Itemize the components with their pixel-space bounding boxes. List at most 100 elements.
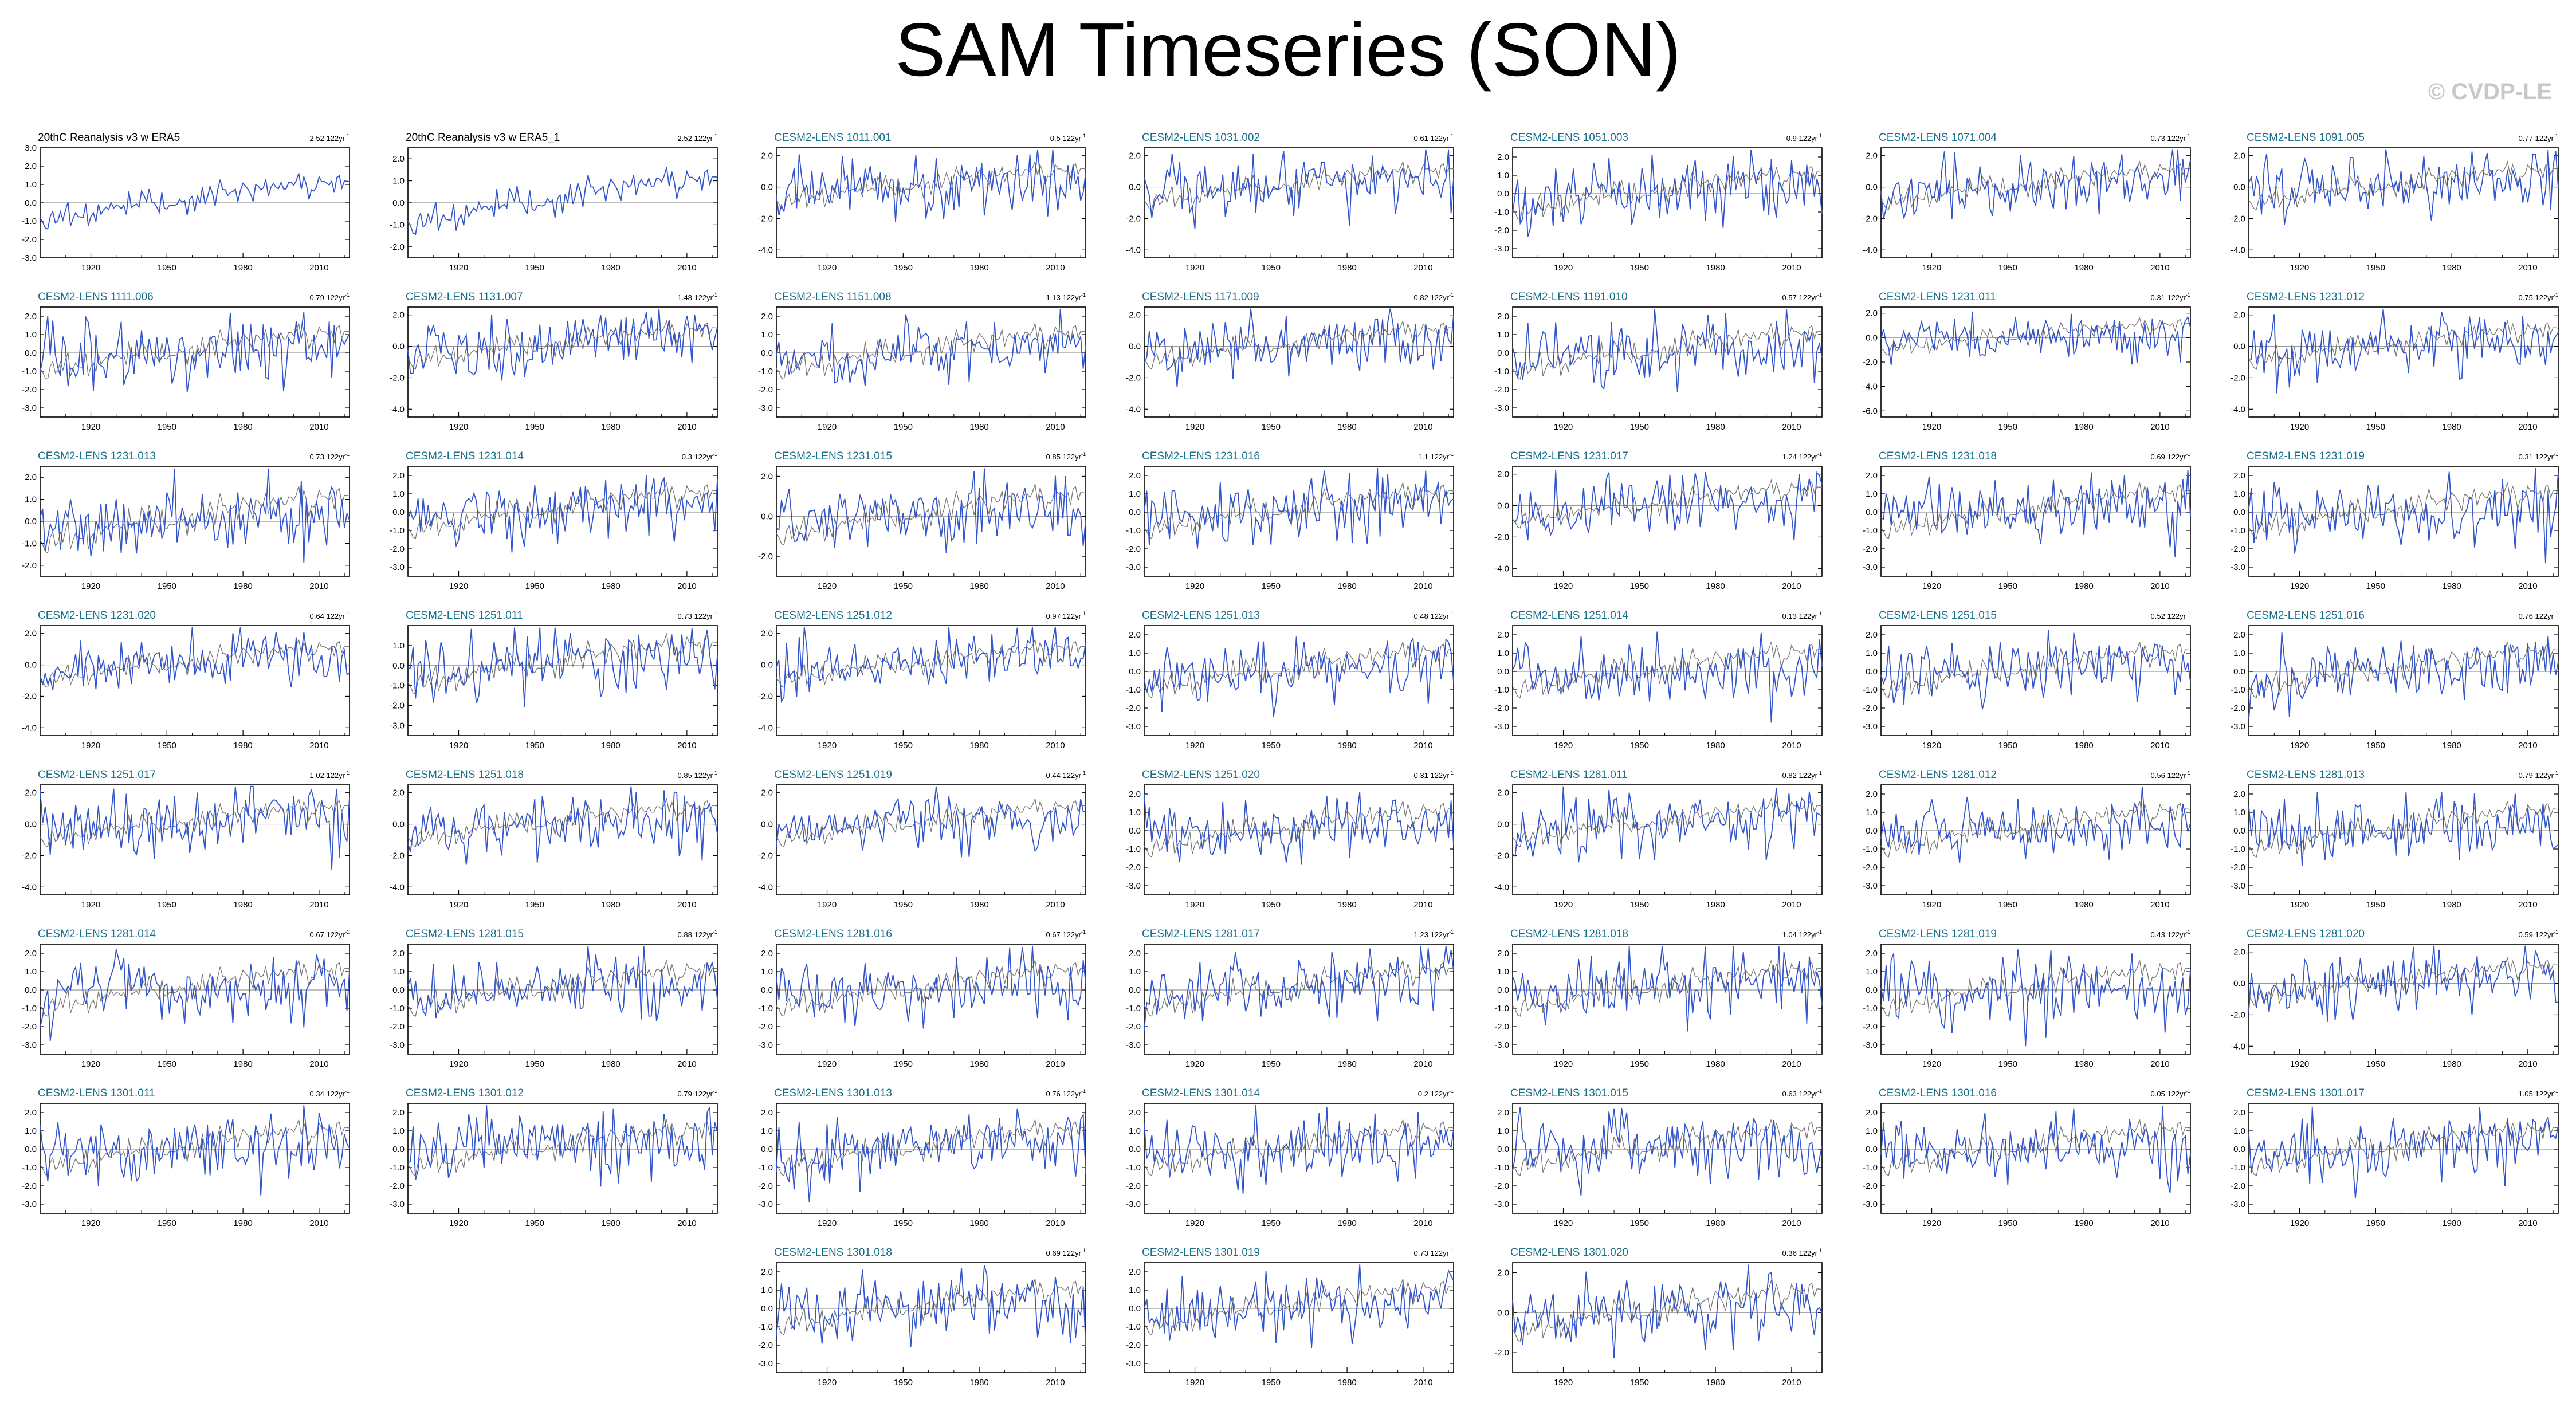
x-tick-label: 2010 [309,1059,328,1069]
panel-chart-0: 20thC Reanalysis v3 w ERA5 2.52 122yr-1 3.… [22,132,350,273]
panel-chart-7: CESM2-LENS 1111.006 0.79 122yr-1 2.0 1.0 0.0… [22,291,350,432]
x-tick-label: 1950 [1262,422,1281,432]
y-tick-label: 1.0 [25,967,37,977]
panel-title: CESM2-LENS 1151.008 [774,291,892,303]
x-tick-label: 1980 [2442,741,2461,750]
panel-chart-32: CESM2-LENS 1281.011 0.82 122yr-1 2.0 0.0 -2.… [1494,769,1823,910]
y-tick-label: 2.0 [1129,471,1141,481]
plot-frame [2248,1103,2559,1214]
panel-10: CESM2-LENS 1171.009 0.82 122yr-1 2.0 0.0 -2.… [1114,283,1481,445]
y-tick-label: 2.0 [1497,1268,1509,1278]
x-tick-label: 2010 [309,422,328,432]
plot-frame [776,944,1086,1055]
y-tick-label: -2.0 [1494,1022,1509,1032]
y-tick-label: 0.0 [1129,342,1141,352]
x-tick-label: 1920 [2290,581,2309,591]
member-series-line [1880,1106,2191,1193]
y-tick-label: -3.0 [22,253,37,263]
y-tick-label: 0.0 [392,342,405,352]
observed-series-line [1512,479,1823,529]
panel-45: CESM2-LENS 1301.014 0.2 122yr-1 2.0 1.0 0.0 -… [1114,1079,1481,1241]
trend-label: 0.61 122yr-1 [1414,133,1454,143]
panel-title: CESM2-LENS 1031.002 [1142,132,1260,144]
x-tick-label: 2010 [1413,1378,1432,1388]
member-series-line [40,1105,350,1196]
panel-chart-34: CESM2-LENS 1281.013 0.79 122yr-1 2.0 1.0 0.0… [2231,769,2559,910]
trend-superscript: -1 [1817,929,1822,935]
x-tick-label: 1950 [1262,1378,1281,1388]
y-tick-label: 2.0 [1866,471,1878,481]
panel-chart-36: CESM2-LENS 1281.015 0.88 122yr-1 2.0 1.0 0.0… [390,928,718,1069]
plot-frame [1512,625,1823,736]
y-tick-label: 0.0 [761,348,773,358]
member-series-line [407,1105,718,1187]
x-tick-label: 1950 [1630,581,1649,591]
panel-13: CESM2-LENS 1231.012 0.75 122yr-1 2.0 0.0 -2.… [2219,283,2576,445]
x-tick-label: 1920 [2290,900,2309,910]
trend-label: 0.36 122yr-1 [1782,1248,1822,1257]
panel-22: CESM2-LENS 1251.011 0.73 122yr-1 1.0 0.0 -1.… [378,602,745,763]
panel-title: CESM2-LENS 1231.013 [38,450,156,462]
y-tick-label: 1.0 [2233,1126,2245,1136]
y-tick-label: 2.0 [761,788,773,798]
member-series-line [1512,309,1823,392]
plot-frame [1144,944,1454,1055]
trend-label: 0.31 122yr-1 [1414,770,1454,780]
y-tick-label: -1.0 [1126,1004,1141,1013]
panel-7: CESM2-LENS 1111.006 0.79 122yr-1 2.0 1.0 0.0… [10,283,377,445]
y-tick-label: 2.0 [1129,1267,1141,1277]
trend-label: 0.76 122yr-1 [2519,611,2558,620]
panel-36: CESM2-LENS 1281.015 0.88 122yr-1 2.0 1.0 0.0… [378,920,745,1082]
y-tick-label: -2.0 [390,242,405,252]
y-tick-label: 0.0 [761,1145,773,1154]
observed-series-line [2248,320,2559,370]
trend-label: 0.5 122yr-1 [1050,133,1086,143]
member-series-line [776,1108,1086,1202]
x-tick-label: 2010 [1782,900,1801,910]
observed-series-line [407,482,718,539]
x-tick-label: 1920 [81,581,100,591]
y-tick-label: 1.0 [392,641,405,651]
x-tick-label: 2010 [1046,1059,1065,1069]
panel-33: CESM2-LENS 1281.012 0.56 122yr-1 2.0 1.0 0.0… [1851,761,2218,922]
y-tick-label: -4.0 [758,245,773,255]
panel-26: CESM2-LENS 1251.015 0.52 122yr-1 2.0 1.0 0.0… [1851,602,2218,763]
panel-title: 20thC Reanalysis v3 w ERA5 [38,132,180,144]
panel-chart-20: CESM2-LENS 1231.019 0.31 122yr-1 2.0 1.0 0.0… [2231,450,2559,591]
panel-23: CESM2-LENS 1251.012 0.97 122yr-1 2.0 0.0 -2.… [747,602,1113,763]
trend-label: 1.23 122yr-1 [1414,929,1454,939]
member-series-line [1512,470,1823,541]
trend-label: 0.73 122yr-1 [2151,133,2190,143]
y-tick-label: -3.0 [390,563,405,572]
x-tick-label: 2010 [2518,1219,2537,1228]
panel-42: CESM2-LENS 1301.011 0.34 122yr-1 2.0 1.0 0.0… [10,1079,377,1241]
x-tick-label: 1980 [1706,422,1725,432]
panel-44: CESM2-LENS 1301.013 0.76 122yr-1 2.0 1.0 0.0… [747,1079,1113,1241]
x-tick-label: 1980 [969,1219,988,1228]
member-series-line [776,1265,1086,1348]
x-tick-label: 2010 [2150,263,2169,273]
y-tick-label: -2.0 [2231,1010,2245,1020]
trend-superscript: -1 [2186,929,2190,935]
panel-title: CESM2-LENS 1191.010 [1510,291,1628,303]
x-tick-label: 1920 [1922,900,1941,910]
x-tick-label: 1920 [449,741,468,750]
y-tick-label: -2.0 [22,385,37,395]
trend-label: 0.9 122yr-1 [1786,133,1822,143]
trend-label: 1.02 122yr-1 [310,770,350,780]
trend-superscript: -1 [713,451,717,457]
panel-title: CESM2-LENS 1301.016 [1879,1087,1997,1099]
panel-title: CESM2-LENS 1301.020 [1510,1247,1628,1259]
y-tick-label: 0.0 [761,985,773,995]
x-tick-label: 1920 [1554,263,1573,273]
panel-chart-35: CESM2-LENS 1281.014 0.67 122yr-1 2.0 1.0 0.0… [22,928,350,1069]
trend-label: 0.52 122yr-1 [2151,611,2190,620]
x-tick-label: 1920 [449,900,468,910]
member-series-line [776,786,1086,858]
member-series-line [1880,630,2191,710]
member-series-line [1880,949,2191,1047]
y-tick-label: -4.0 [22,882,37,892]
panel-chart-2: CESM2-LENS 1011.001 0.5 122yr-1 2.0 0.0 -2.0… [758,132,1086,273]
panel-chart-33: CESM2-LENS 1281.012 0.56 122yr-1 2.0 1.0 0.0… [1863,769,2191,910]
x-tick-label: 1950 [1262,900,1281,910]
